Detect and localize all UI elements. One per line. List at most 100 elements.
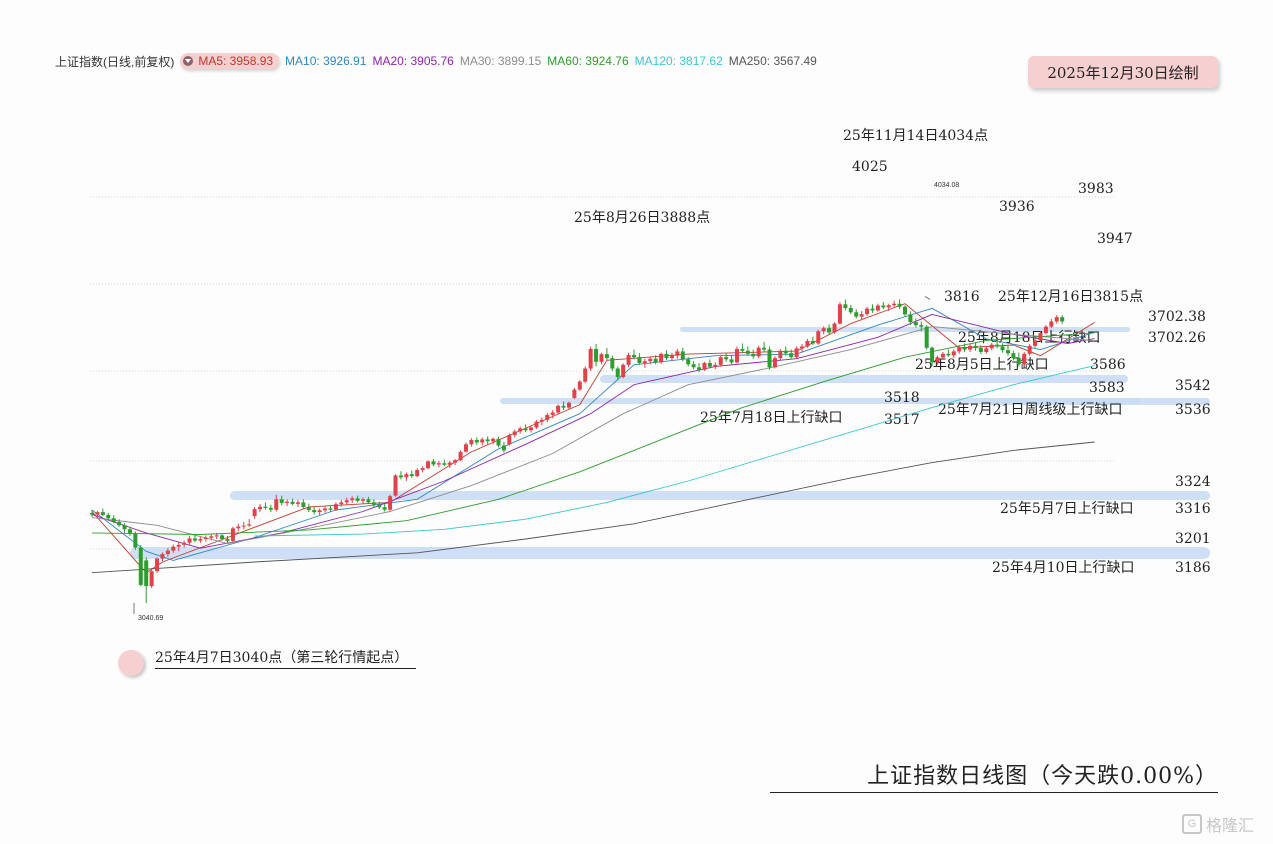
candle-body bbox=[501, 445, 506, 451]
candle-body bbox=[816, 331, 821, 344]
candle-body bbox=[751, 353, 756, 357]
candle-body bbox=[339, 502, 344, 505]
candle-body bbox=[507, 435, 512, 445]
candle-body bbox=[295, 502, 300, 504]
candle-body bbox=[323, 508, 328, 511]
candle-body bbox=[371, 502, 376, 505]
candle-body bbox=[566, 402, 571, 408]
candle-body bbox=[263, 506, 268, 508]
ma-lines bbox=[91, 303, 1095, 574]
candle-body bbox=[100, 512, 105, 515]
gap-band bbox=[230, 491, 1210, 500]
gap-band bbox=[600, 375, 1128, 383]
gap-top-value: 3201 bbox=[1175, 531, 1211, 547]
candle-body bbox=[485, 439, 490, 442]
candle-body bbox=[583, 368, 588, 382]
candle-body bbox=[686, 359, 691, 365]
candle-body bbox=[1016, 358, 1021, 365]
candle-body bbox=[610, 358, 615, 369]
ma-legend: 上证指数(日线,前复权) MA5: 3958.93 MA10: 3926.91 MA… bbox=[55, 52, 823, 70]
candle-body bbox=[1060, 317, 1065, 322]
candle-body bbox=[621, 364, 626, 378]
candle-body bbox=[604, 354, 609, 359]
candle-body bbox=[903, 306, 907, 315]
legend-ma-label: MA5: 3958.93 bbox=[198, 54, 274, 68]
candle-body bbox=[615, 368, 620, 378]
legend-collapse-icon[interactable] bbox=[183, 56, 194, 66]
candle-body bbox=[111, 518, 116, 522]
candle-body bbox=[328, 508, 333, 510]
candle-body bbox=[317, 510, 322, 513]
candle-body bbox=[913, 322, 918, 326]
candle-body bbox=[404, 474, 409, 478]
candle-body bbox=[848, 308, 853, 313]
candle-body bbox=[772, 358, 777, 368]
candle-body bbox=[707, 363, 712, 367]
gap-label: 25年5月7日上行缺口 bbox=[1000, 501, 1134, 517]
n3947-label: 3947 bbox=[1097, 231, 1133, 247]
candle-body bbox=[935, 357, 940, 363]
candle-body bbox=[306, 506, 311, 511]
gap-bottom-value: 3517 bbox=[884, 412, 920, 428]
candle-body bbox=[734, 348, 739, 363]
date-stamp: 2025年12月30日绘制 bbox=[1028, 56, 1218, 88]
legend-ma-label: MA120: 3817.62 bbox=[634, 54, 723, 68]
legend-ma120: MA120: 3817.62 bbox=[635, 54, 723, 68]
candle-body bbox=[285, 501, 290, 503]
candle-body bbox=[209, 536, 214, 538]
candle-body bbox=[572, 389, 577, 398]
candle-body bbox=[398, 475, 403, 478]
legend-ma-label: MA250: 3567.49 bbox=[728, 54, 817, 68]
candle-body bbox=[1027, 345, 1032, 354]
candle-body bbox=[697, 367, 702, 370]
candle-body bbox=[90, 513, 94, 515]
candle-body bbox=[252, 509, 257, 517]
candle-body bbox=[409, 474, 414, 477]
candle-body bbox=[713, 364, 718, 367]
candle-body bbox=[1005, 350, 1010, 354]
legend-ma-label: MA30: 3899.15 bbox=[459, 54, 542, 68]
candle-body bbox=[680, 351, 685, 360]
candle-body bbox=[626, 355, 631, 365]
n3936-label: 3936 bbox=[999, 199, 1035, 215]
annotations: 25年11月14日4034点 4025 25年8月26日3888点 3983 3… bbox=[133, 128, 1143, 622]
candle-body bbox=[881, 305, 886, 308]
candle-body bbox=[442, 463, 447, 465]
candle-body bbox=[1038, 333, 1043, 341]
candle-body bbox=[594, 348, 599, 362]
gap-label: 25年4月10日上行缺口 bbox=[992, 560, 1135, 576]
watermark-logo-icon: G bbox=[1182, 814, 1202, 834]
candle-body bbox=[420, 468, 425, 470]
candle-body bbox=[989, 344, 994, 349]
candle-body bbox=[729, 359, 734, 363]
candle-body bbox=[724, 357, 729, 360]
low-tiny-label: 3040.69 bbox=[138, 615, 163, 622]
candle-body bbox=[951, 351, 956, 356]
candle-body bbox=[290, 501, 295, 504]
candle-body bbox=[642, 361, 647, 364]
candle-body bbox=[561, 405, 566, 408]
gap-bottom-value: 3316 bbox=[1175, 501, 1211, 517]
candle-body bbox=[122, 525, 127, 530]
legend-ma250: MA250: 3567.49 bbox=[729, 54, 817, 68]
candle-body bbox=[973, 345, 978, 349]
ma-line-ma20 bbox=[91, 313, 1095, 549]
peak-tiny-label: 4034.08 bbox=[934, 182, 959, 189]
candle-body bbox=[886, 305, 891, 308]
legend-ma5: MA5: 3958.93 bbox=[180, 53, 280, 69]
candle-body bbox=[214, 535, 219, 537]
footer-title: 上证指数日线图（今天跌0.00%） bbox=[770, 758, 1218, 793]
candle-body bbox=[350, 498, 355, 501]
legend-ma30: MA30: 3899.15 bbox=[460, 54, 541, 68]
candle-body bbox=[984, 348, 989, 353]
candle-body bbox=[279, 499, 284, 503]
candle-body bbox=[556, 405, 561, 413]
candle-body bbox=[523, 428, 528, 431]
candle-body bbox=[577, 381, 582, 390]
candle-body bbox=[908, 314, 913, 323]
candle-body bbox=[946, 353, 951, 356]
candle-body bbox=[518, 428, 523, 432]
candles bbox=[90, 299, 1065, 603]
gap-top-value: 3542 bbox=[1175, 378, 1211, 394]
